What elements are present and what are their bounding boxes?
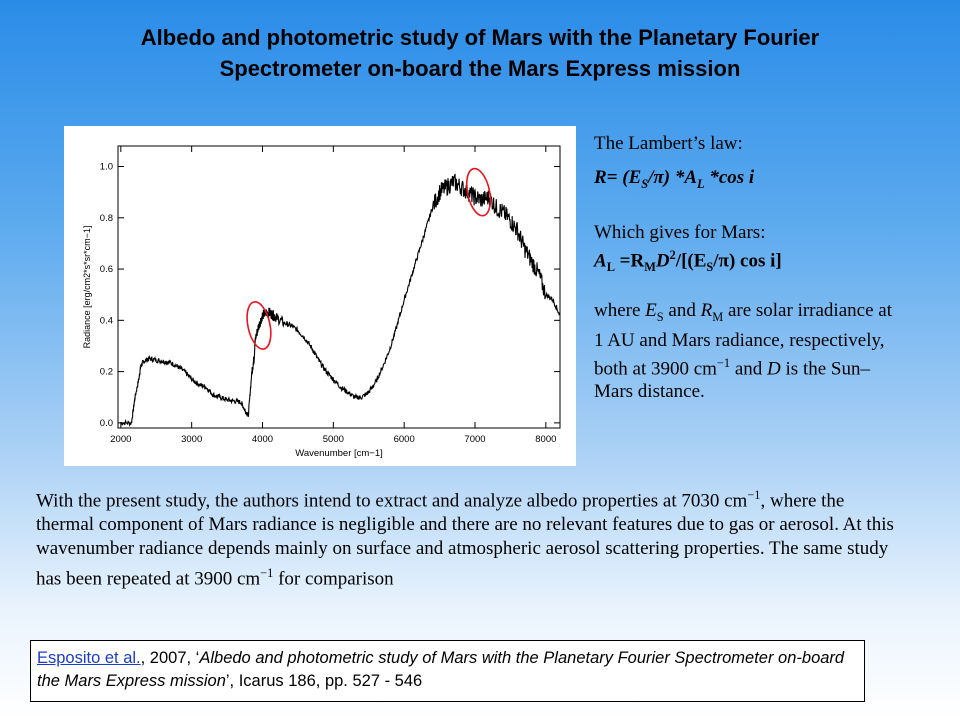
- reference-box: Esposito et al., 2007, ‘Albedo and photo…: [30, 640, 865, 702]
- reference-journal: ’, Icarus 186, pp. 527 - 546: [225, 672, 423, 690]
- mars-title: Which gives for Mars:: [594, 221, 766, 243]
- highlight-ellipse: [246, 301, 272, 350]
- where-text: where ES and RM are solar irradiance at …: [594, 299, 892, 403]
- mars-formula: AL =RMD2/[(ES/π) cos i]: [594, 247, 782, 274]
- study-description: With the present study, the authors inte…: [36, 488, 894, 590]
- y-axis-label: Radiance [erg/cm2*s*sr*cm−1]: [82, 226, 92, 349]
- x-tick-label: 2000: [110, 434, 131, 445]
- x-tick-label: 7000: [464, 434, 485, 445]
- x-tick-label: 5000: [323, 434, 344, 445]
- y-tick-label: 0.8: [100, 213, 113, 224]
- reference-link[interactable]: Esposito et al.: [37, 649, 141, 667]
- title-line-1: Albedo and photometric study of Mars wit…: [140, 25, 820, 50]
- y-tick-label: 0.6: [100, 264, 113, 275]
- title-line-2: Spectrometer on-board the Mars Express m…: [219, 56, 741, 81]
- spectrum-figure: 2000 3000 4000 5000 6000 7000 8000 0.0 0.2 0.4 0.6…: [64, 126, 576, 466]
- lambert-title: The Lambert’s law:: [594, 133, 743, 154]
- reference-paper-title: Albedo and photometric study of Mars wit…: [37, 649, 845, 690]
- spectrum-chart: 2000 3000 4000 5000 6000 7000 8000 0.0 0.2 0.4 0.6…: [82, 145, 561, 459]
- x-axis-label: Wavenumber [cm−1]: [295, 448, 383, 459]
- spectrum-line: [120, 173, 561, 428]
- y-tick-label: 0.2: [100, 367, 113, 378]
- x-tick-label: 6000: [394, 434, 415, 445]
- x-tick-label: 8000: [535, 434, 556, 445]
- y-tick-label: 0.0: [100, 418, 113, 429]
- y-tick-label: 0.4: [100, 315, 113, 326]
- slide-title: Albedo and photometric study of Mars wit…: [40, 22, 920, 84]
- y-tick-label: 1.0: [100, 162, 113, 173]
- formula-panel: The Lambert’s law: R= (ES/π) *AL *cos i …: [594, 132, 894, 403]
- x-tick-label: 3000: [181, 434, 202, 445]
- reference-year: , 2007, ‘: [140, 649, 200, 667]
- plot-frame: [117, 145, 561, 429]
- highlight-ellipse: [465, 167, 492, 217]
- x-tick-label: 4000: [252, 434, 273, 445]
- lambert-formula: R= (ES/π) *AL *cos i: [594, 167, 755, 191]
